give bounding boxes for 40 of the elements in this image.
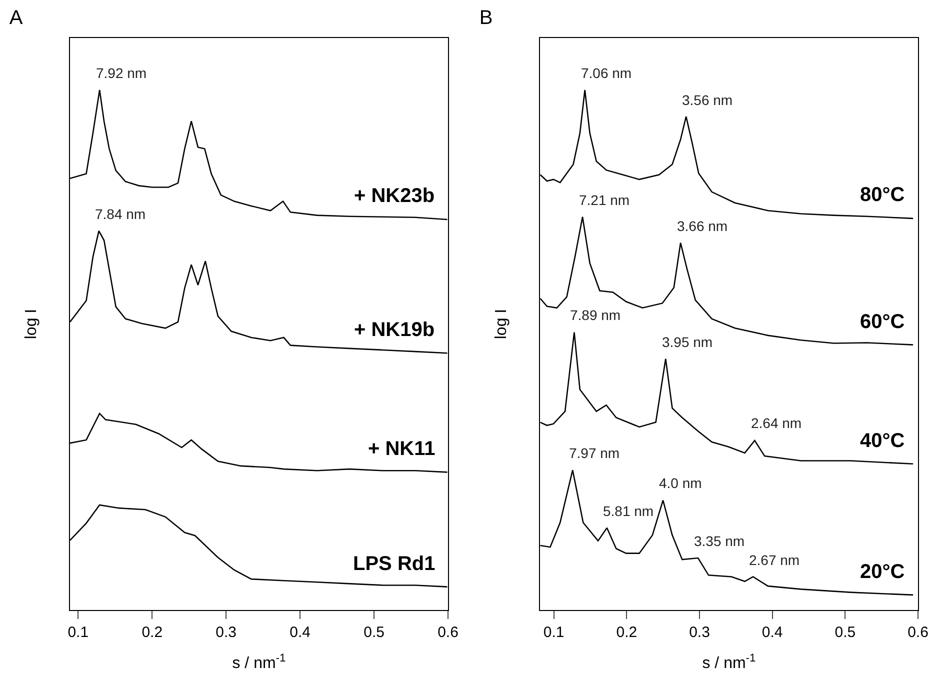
x-tick-label: 0.4 <box>290 624 310 641</box>
chart-title: A <box>9 7 24 30</box>
series-label: + NK11 <box>368 438 436 460</box>
annotation: 3.66 nm <box>677 218 728 234</box>
annotation: 4.0 nm <box>659 475 702 491</box>
x-tick-label: 0.6 <box>908 624 928 641</box>
x-tick-label: 0.5 <box>364 624 384 641</box>
annotation: 3.56 nm <box>682 92 733 108</box>
x-tick-label: 0.1 <box>68 624 89 641</box>
annotation: 2.64 nm <box>751 415 802 431</box>
x-tick-label: 0.6 <box>438 624 458 641</box>
x-tick-label: 0.2 <box>142 624 163 641</box>
annotation: 7.84 nm <box>95 206 146 222</box>
series-label: + NK23b <box>354 185 435 207</box>
y-axis-title: log I <box>493 308 510 340</box>
x-tick-label: 0.3 <box>216 624 237 641</box>
series-label: 40°C <box>860 430 905 452</box>
y-axis-title: log I <box>23 308 40 340</box>
x-tick-label: 0.4 <box>762 624 783 641</box>
annotation: 5.81 nm <box>603 503 654 519</box>
annotation: 7.21 nm <box>579 192 630 208</box>
series-label: 20°C <box>860 561 905 583</box>
chart-title: B <box>479 7 493 30</box>
x-axis-title: s / nm$^{-1}$ <box>702 652 756 672</box>
x-axis-title: s / nm$^{-1}$ <box>232 652 286 672</box>
series-label: LPS Rd1 <box>353 553 436 575</box>
x-tick-label: 0.2 <box>616 624 638 641</box>
annotation: 7.06 nm <box>581 65 632 81</box>
series-label: 60°C <box>860 311 905 333</box>
x-tick-label: 0.3 <box>689 624 710 641</box>
annotation: 2.67 nm <box>749 552 800 568</box>
series-label: 80°C <box>860 184 905 206</box>
annotation: 3.35 nm <box>694 533 745 549</box>
series-label: + NK19b <box>354 319 435 341</box>
annotation: 7.89 nm <box>570 307 621 323</box>
annotation: 7.92 nm <box>96 65 147 81</box>
x-tick-label: 0.5 <box>834 624 856 641</box>
annotation: 7.97 nm <box>569 445 620 461</box>
annotation: 3.95 nm <box>662 334 713 350</box>
x-tick-label: 0.1 <box>543 624 564 641</box>
